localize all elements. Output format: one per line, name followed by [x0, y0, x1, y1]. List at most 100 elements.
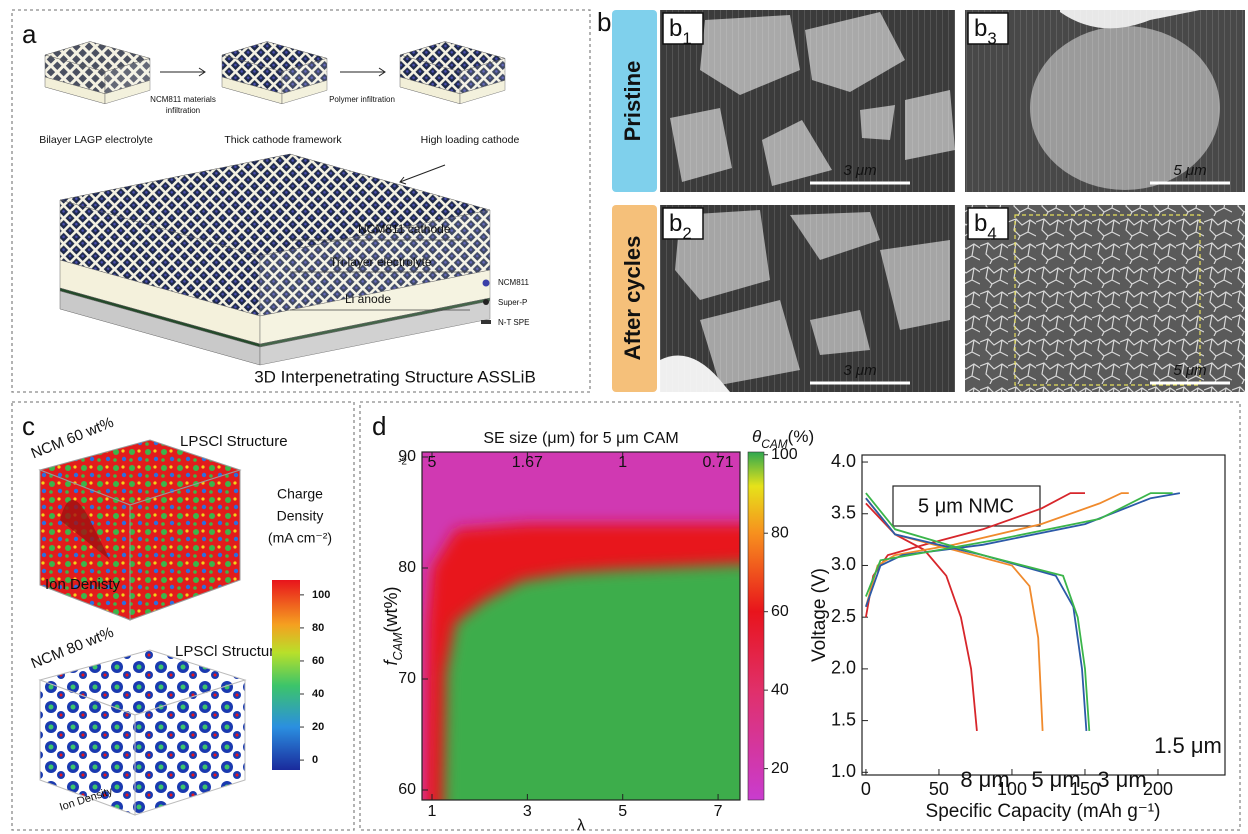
y-tick-label: 3.0: [831, 554, 856, 574]
y-axis-title-part: CAM: [391, 632, 405, 660]
colorbar-tick-label: 40: [312, 688, 324, 700]
x-tick-label: 7: [714, 803, 723, 820]
scale-label: 3 μm: [843, 162, 876, 179]
x-axis-title: Specific Capacity (mAh g⁻¹): [926, 801, 1161, 822]
legend-symbol: [481, 320, 491, 324]
layer-label: Tri-layer electrolyte: [330, 255, 432, 269]
line-series: [866, 493, 1089, 731]
step-caption: High loading cathode: [421, 134, 520, 146]
colorbar-tick-label: 80: [771, 524, 789, 541]
x-axis-title: λ: [577, 817, 585, 834]
structure-model: [40, 440, 240, 620]
colorbar-title: θCAM(%): [752, 427, 814, 451]
sublabel-part: 2: [682, 224, 691, 243]
legend-label: Super-P: [498, 298, 527, 307]
sublabel-part: b: [974, 15, 987, 42]
y-axis-title: Voltage (V): [809, 568, 830, 662]
colorbar-title-part: (%): [788, 427, 814, 446]
sublabel-part: b: [669, 15, 682, 42]
panel-label: c: [22, 411, 35, 441]
step-caption: Bilayer LAGP electrolyte: [39, 134, 153, 146]
top-axis-title: SE size (μm) for 5 μm CAM: [483, 430, 678, 447]
top-tick-label: 0.71: [702, 454, 733, 471]
sublabel-part: b: [974, 210, 987, 237]
series-label: 8 μm: [960, 767, 1009, 792]
y-axis-title-part: (wt%): [381, 586, 401, 632]
top-tick-label: 1.67: [512, 454, 543, 471]
colorbar-tick-label: 60: [312, 655, 324, 667]
sublabel-part: b: [669, 210, 682, 237]
layer-label: NCM811 cathode: [358, 222, 451, 236]
arrow: [400, 165, 445, 184]
top-tick-label: 1: [618, 454, 627, 471]
structure-model: [40, 650, 245, 815]
y-tick-label: 2.5: [831, 606, 856, 626]
note: 5 μm NMC: [918, 495, 1014, 517]
legend-symbol: [483, 299, 489, 305]
y-tick-label: 1.5: [831, 709, 856, 729]
arrow: [160, 68, 205, 76]
colorbar-tick-label: 60: [771, 603, 789, 620]
line-series: [866, 498, 1043, 731]
sem-image: [660, 205, 955, 392]
panel-label: d: [372, 411, 386, 441]
heatmap-region: [449, 570, 800, 834]
colorbar-tick-label: 100: [312, 589, 330, 601]
arrow-label: infiltration: [166, 106, 200, 115]
colorbar-tick-label: 40: [771, 681, 789, 698]
y-tick-label: 80: [398, 559, 416, 576]
colorbar-title: Density: [277, 508, 324, 524]
scale-label: 3 μm: [843, 362, 876, 379]
x-tick-label: 1: [428, 803, 437, 820]
model-label: LPSCl Structure: [175, 643, 283, 660]
series-label: 3 μm: [1097, 767, 1146, 792]
colorbar: [272, 580, 300, 770]
x-tick-label: 0: [861, 779, 871, 799]
series-label: 1.5 μm: [1154, 733, 1222, 758]
x-tick-label: 3: [523, 803, 532, 820]
sublabel-part: 3: [987, 29, 996, 48]
x-tick-label: 200: [1143, 779, 1173, 799]
y-tick-label: 70: [398, 670, 416, 687]
colorbar-title-part: CAM: [761, 437, 788, 451]
panel-label: a: [22, 19, 37, 49]
page: {"panel_a": {"label": "a", "steps": ["Bi…: [0, 0, 1248, 834]
figure: a Bilayer LAGP electrolyte Thick cathode f…: [0, 0, 1248, 834]
sublabel-part: 1: [682, 29, 691, 48]
y-tick-label: 4.0: [831, 451, 856, 471]
colorbar-tick-label: 80: [312, 622, 324, 634]
y-tick-label: 1.0: [831, 761, 856, 781]
heatmap-region: [444, 564, 800, 834]
step-caption: Thick cathode framework: [224, 134, 342, 146]
legend-label: N-T SPE: [498, 318, 529, 327]
scale-label: 5 μm: [1173, 362, 1206, 379]
legend-label: NCM811: [498, 278, 530, 287]
y-axis-title: fCAM(wt%): [381, 586, 406, 665]
arrow-label: Polymer infiltration: [329, 95, 395, 104]
sublabel-part: 4: [987, 224, 996, 243]
y-tick-label: 2.0: [831, 658, 856, 678]
corner-note: -2: [398, 457, 407, 468]
colorbar-title: Charge: [277, 486, 323, 502]
model-label: Ion Denisty: [45, 576, 121, 593]
y-tick-label: 3.5: [831, 502, 856, 522]
x-tick-label: 5: [618, 803, 627, 820]
row-label: Pristine: [620, 61, 645, 142]
colorbar-tick-label: 20: [312, 721, 324, 733]
series-label: 5 μm: [1031, 767, 1080, 792]
colorbar-tick-label: 0: [312, 754, 318, 766]
scale-label: 5 μm: [1173, 162, 1206, 179]
line-series: [866, 498, 1087, 731]
sem-image: [660, 10, 955, 192]
arrow: [340, 68, 385, 76]
row-label: After cycles: [620, 236, 645, 361]
layer-label: Li anode: [345, 292, 391, 306]
legend-symbol: [483, 280, 490, 287]
y-tick-label: 60: [398, 781, 416, 798]
panel-label: b: [597, 7, 611, 37]
arrow-label: NCM811 materials: [150, 95, 216, 104]
model-label: LPSCl Structure: [180, 433, 288, 450]
top-tick-label: 5: [428, 454, 437, 471]
colorbar-tick-label: 20: [771, 760, 789, 777]
colorbar: [748, 452, 764, 800]
